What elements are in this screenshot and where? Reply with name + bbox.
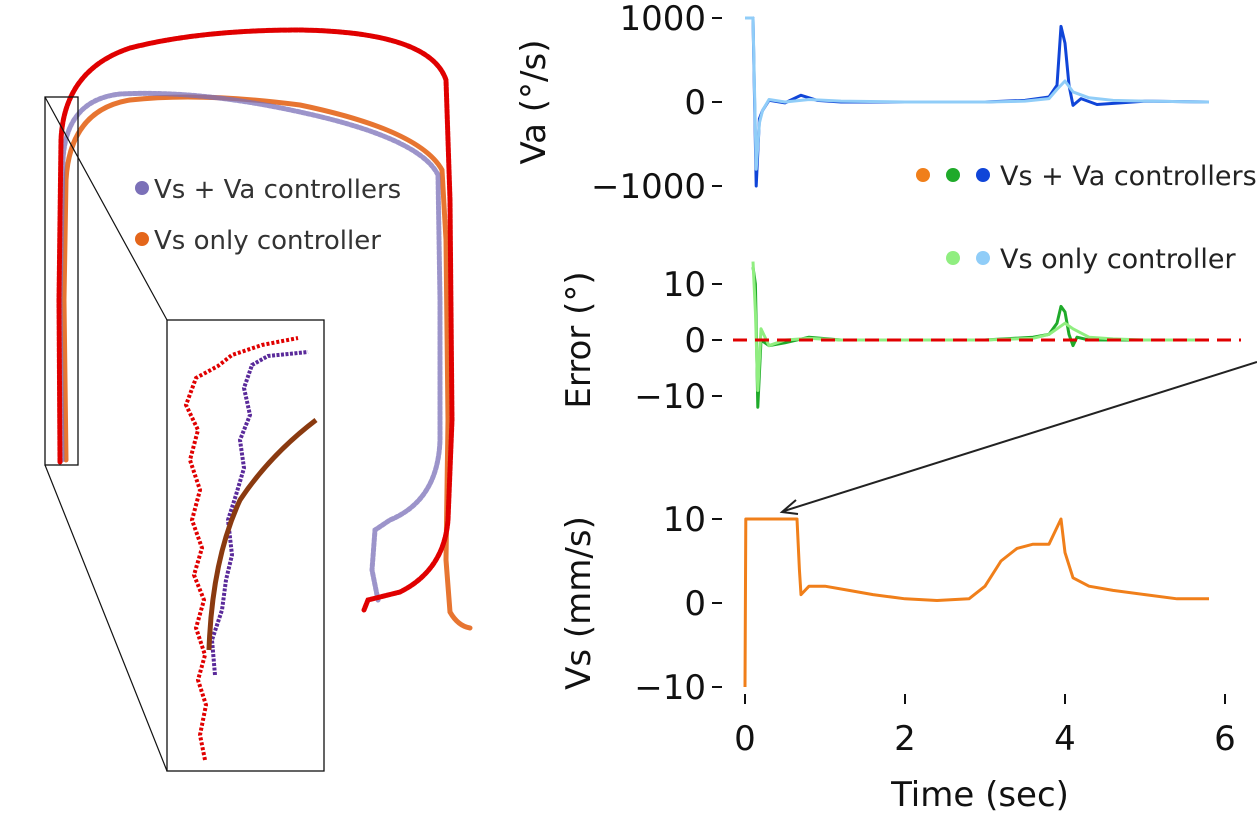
legend-label-vs-only: Vs only controller <box>154 226 381 256</box>
vs-va-trajectory <box>57 90 443 603</box>
y-tick-label: 0 <box>684 584 706 624</box>
inset-vs-only-path <box>206 418 318 651</box>
y-tick-label: 10 <box>663 265 706 305</box>
y-tick-label: −10 <box>634 377 706 417</box>
zoom-connector-bottom <box>44 464 168 772</box>
legend-marker-vs-va <box>135 181 149 195</box>
legend-label-right-vs-va: Vs + Va controllers <box>1000 161 1257 192</box>
x-tick-label: 6 <box>1214 719 1236 759</box>
legend-dot-green <box>946 168 960 182</box>
reference-trajectory <box>56 27 455 613</box>
inset-vs-va-path <box>209 350 309 676</box>
vs-only-trajectory <box>61 94 473 631</box>
inset-reference-path <box>183 336 299 761</box>
y-tick-label: 10 <box>663 500 706 540</box>
series-line-1-1 <box>751 261 1209 392</box>
right-legend: Vs + Va controllers Vs only controller <box>916 161 1257 275</box>
chart-panel-1: 10 0 −10 Error (°) <box>559 261 1241 417</box>
chart-panel-0: 1000 0 −1000 Va (°/s) <box>514 0 1210 207</box>
zoom-source-box <box>44 96 79 466</box>
y-tick-label: −10 <box>634 668 706 708</box>
zoom-inset <box>166 319 325 772</box>
y-axis-label: Va (°/s) <box>514 40 554 165</box>
x-axis-label: Time (sec) <box>890 775 1069 815</box>
series-line-0-1 <box>745 16 1210 171</box>
y-tick-label: 0 <box>684 83 706 123</box>
y-axis-label: Error (°) <box>559 271 599 408</box>
x-tick-label: 4 <box>1054 719 1076 759</box>
chart-panel-2: 10 0 −10 Vs (mm/s) 0 2 4 6 Time (sec) <box>559 500 1236 815</box>
legend-dot-orange <box>916 168 930 182</box>
y-tick-label: 0 <box>684 321 706 361</box>
legend-dot-blue <box>976 168 990 182</box>
annotation-arrow <box>779 361 1257 515</box>
legend-dot-lightblue <box>976 251 990 265</box>
left-legend: Vs + Va controllers Vs only controller <box>135 175 401 256</box>
series-line-2-0 <box>743 517 1209 688</box>
legend-label-right-vs-only: Vs only controller <box>1000 244 1237 275</box>
y-tick-label: −1000 <box>591 167 706 207</box>
y-axis-label: Vs (mm/s) <box>559 516 599 690</box>
charts-area: 1000 0 −1000 Va (°/s) 10 0 −10 Error (°) 10 0 −10 V… <box>514 0 1241 815</box>
x-tick-label: 0 <box>734 719 756 759</box>
trajectory-panel: Vs + Va controllers Vs only controller <box>44 27 473 772</box>
legend-marker-vs-only <box>135 232 149 246</box>
x-tick-label: 2 <box>894 719 916 759</box>
y-tick-label: 1000 <box>619 0 706 39</box>
legend-label-vs-va: Vs + Va controllers <box>154 175 401 205</box>
legend-dot-lightgreen <box>946 251 960 265</box>
zoom-connector-top <box>44 96 168 321</box>
